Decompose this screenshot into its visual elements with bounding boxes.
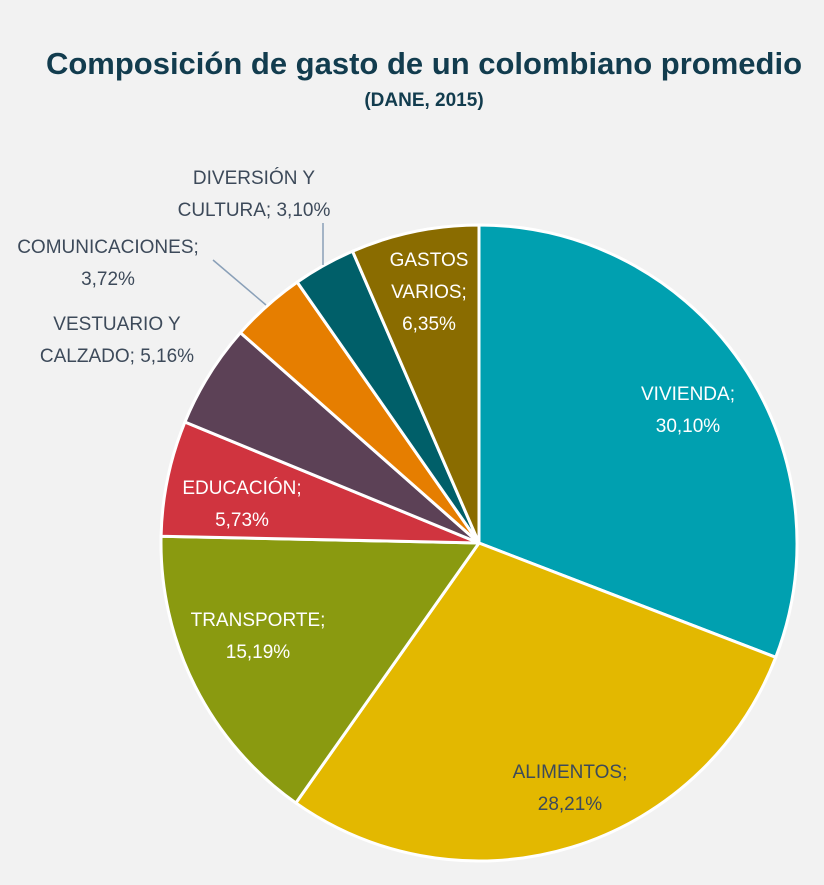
slice-label: DIVERSIÓN Y CULTURA; 3,10% [178,167,331,221]
slice-label: COMUNICACIONES; 3,72% [17,237,199,290]
pie-slices [161,225,797,861]
chart-title: Composición de gasto de un colombiano pr… [46,46,802,81]
slice-label: VESTUARIO Y CALZADO; 5,16% [40,314,194,367]
chart-subtitle: (DANE, 2015) [364,90,483,111]
leader-line [213,260,266,305]
